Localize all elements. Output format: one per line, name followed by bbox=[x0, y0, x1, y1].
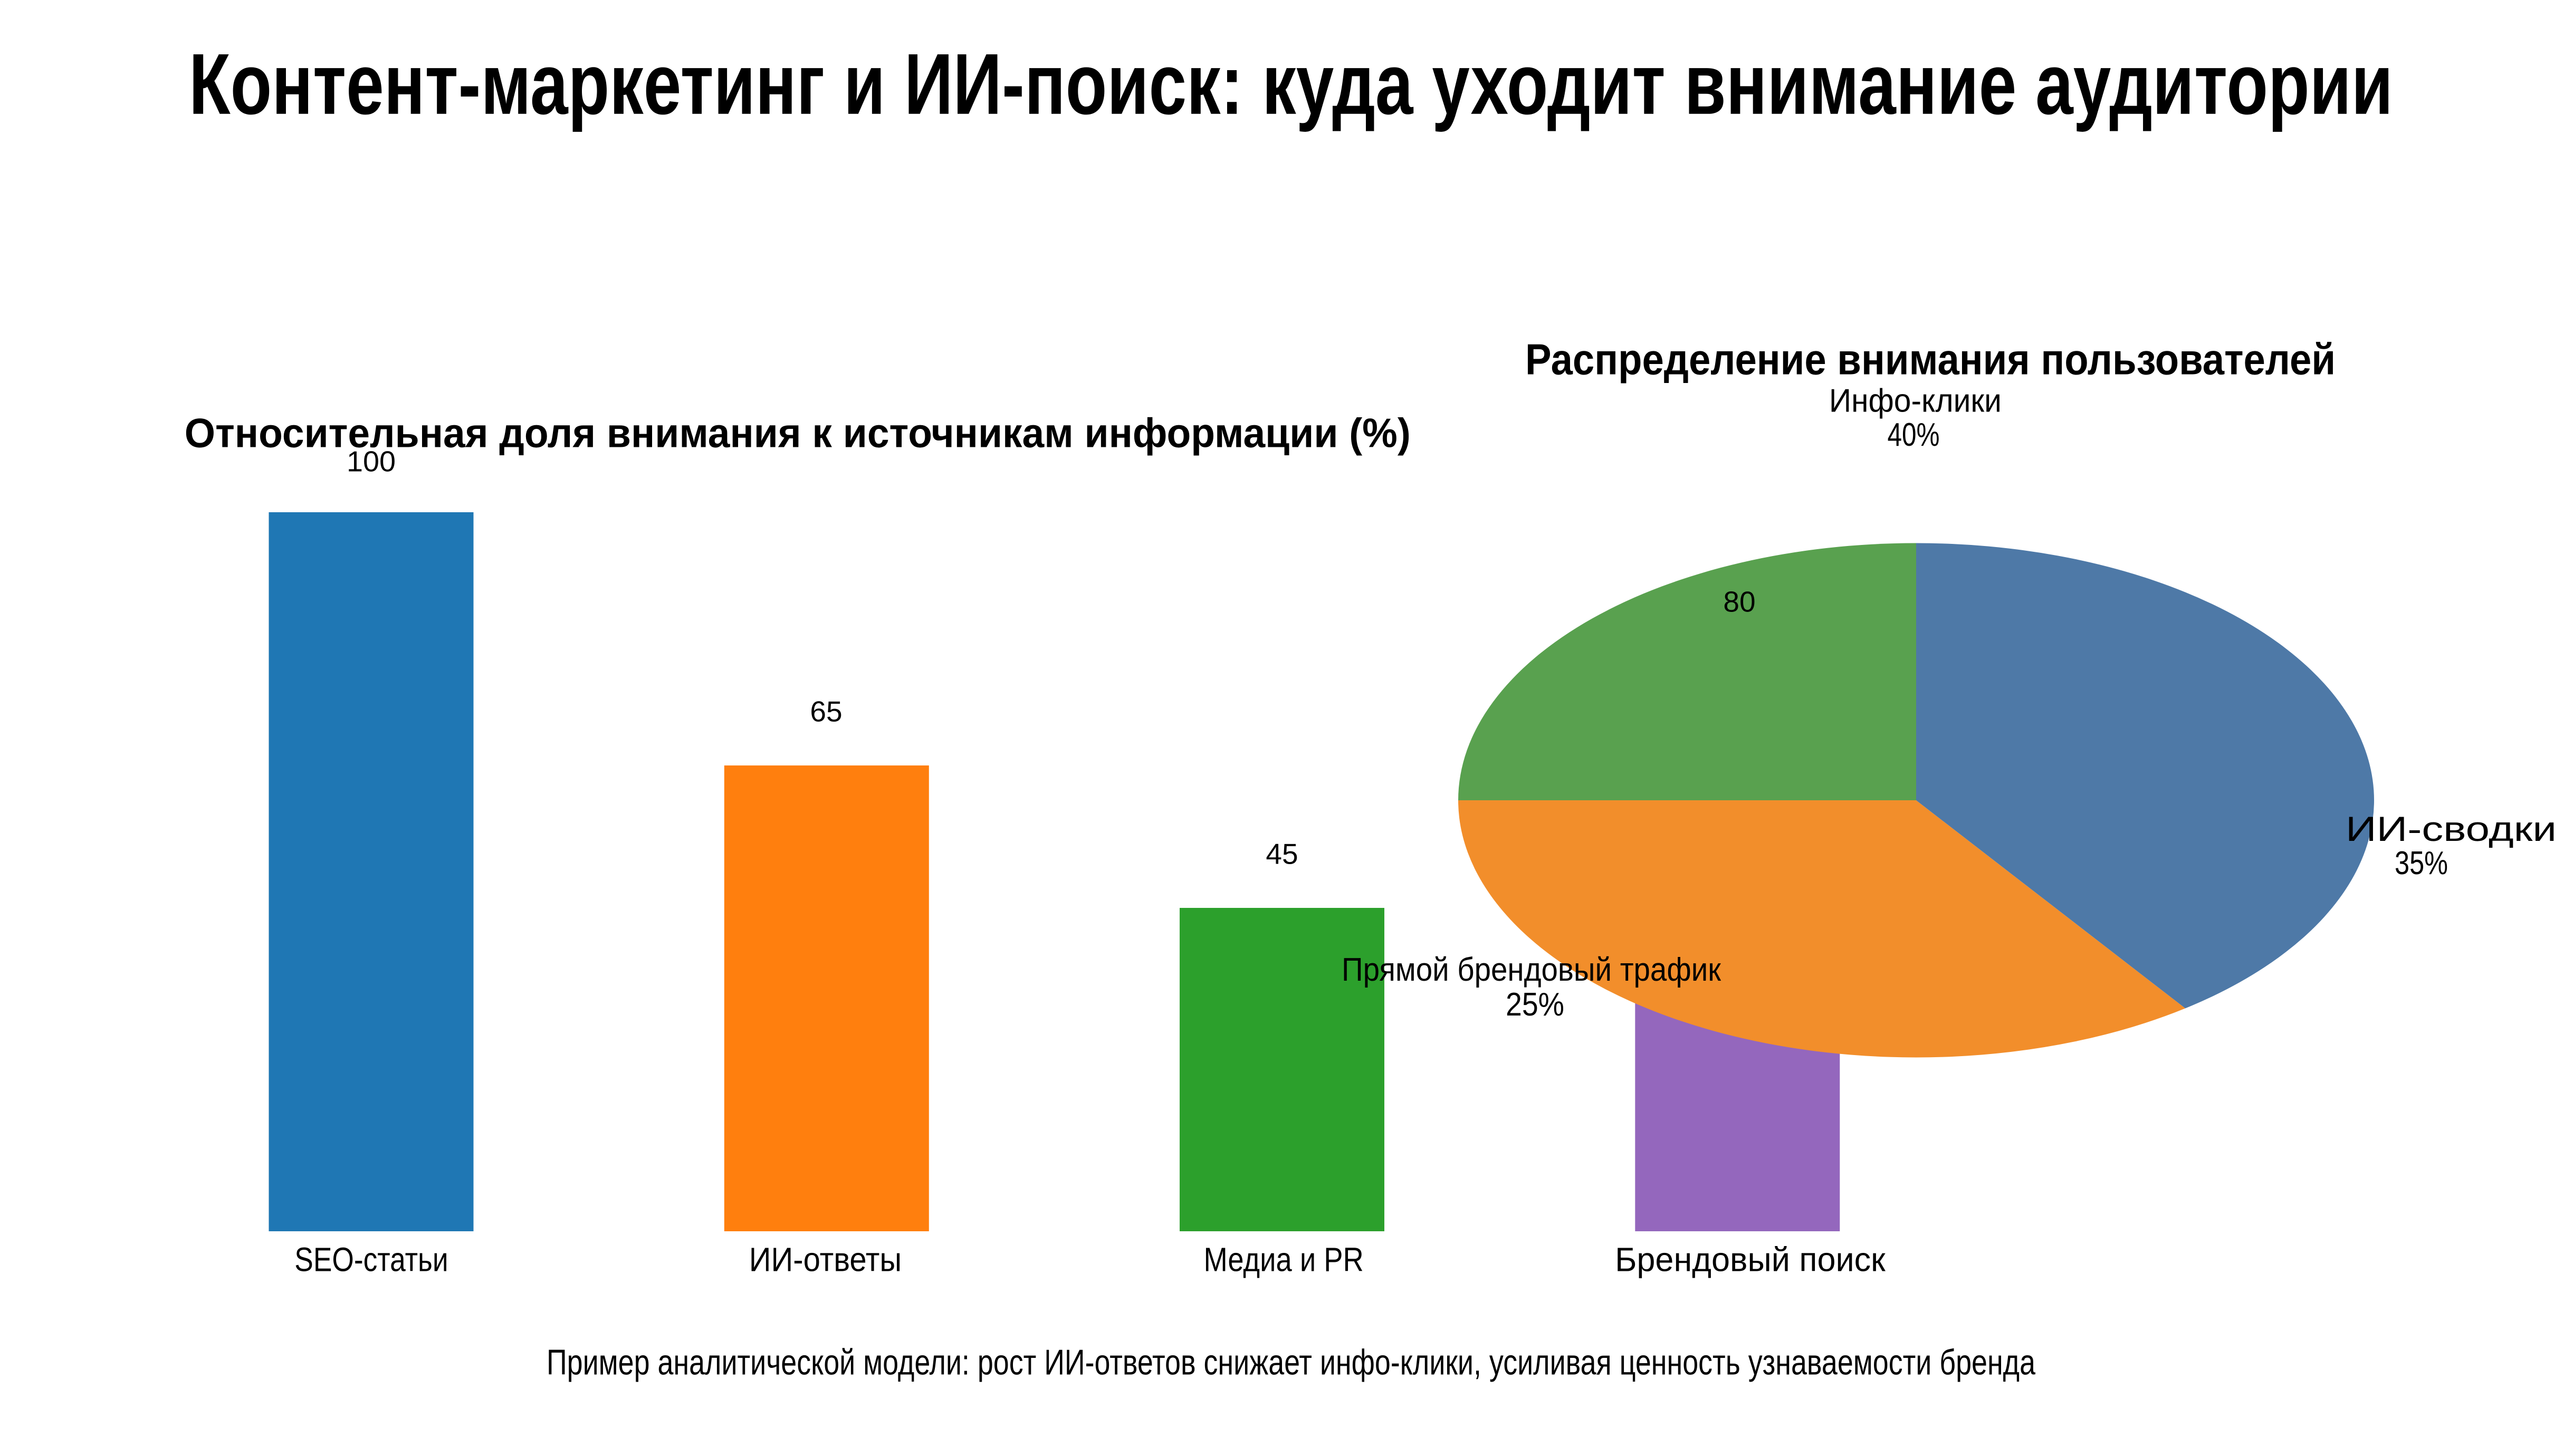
svg-text:Прямой брендовый трафик: Прямой брендовый трафик bbox=[1342, 952, 1721, 988]
svg-text:ИИ-сводки: ИИ-сводки bbox=[2346, 809, 2557, 848]
svg-text:Пример аналитической модели: р: Пример аналитической модели: рост ИИ-отв… bbox=[547, 1342, 2035, 1382]
svg-text:65: 65 bbox=[810, 695, 842, 728]
svg-text:45: 45 bbox=[1266, 838, 1298, 870]
svg-text:Брендовый поиск: Брендовый поиск bbox=[1615, 1241, 1886, 1279]
svg-text:80: 80 bbox=[1723, 586, 1755, 618]
svg-text:Контент-маркетинг и ИИ-поиск:: Контент-маркетинг и ИИ-поиск: куда уходи… bbox=[189, 36, 2393, 132]
svg-text:25%: 25% bbox=[1506, 986, 1564, 1023]
svg-text:Медиа и PR: Медиа и PR bbox=[1204, 1241, 1364, 1279]
svg-text:Относительная доля внимания к: Относительная доля внимания к источникам… bbox=[185, 410, 1411, 456]
svg-text:100: 100 bbox=[347, 445, 396, 478]
svg-text:40%: 40% bbox=[1888, 417, 1940, 453]
svg-text:ИИ-ответы: ИИ-ответы bbox=[749, 1241, 902, 1279]
svg-text:Распределение внимания пользов: Распределение внимания пользователей bbox=[1525, 335, 2336, 384]
svg-text:Инфо-клики: Инфо-клики bbox=[1829, 383, 2002, 419]
svg-text:SEO-статьи: SEO-статьи bbox=[294, 1241, 448, 1279]
svg-text:35%: 35% bbox=[2395, 845, 2448, 882]
